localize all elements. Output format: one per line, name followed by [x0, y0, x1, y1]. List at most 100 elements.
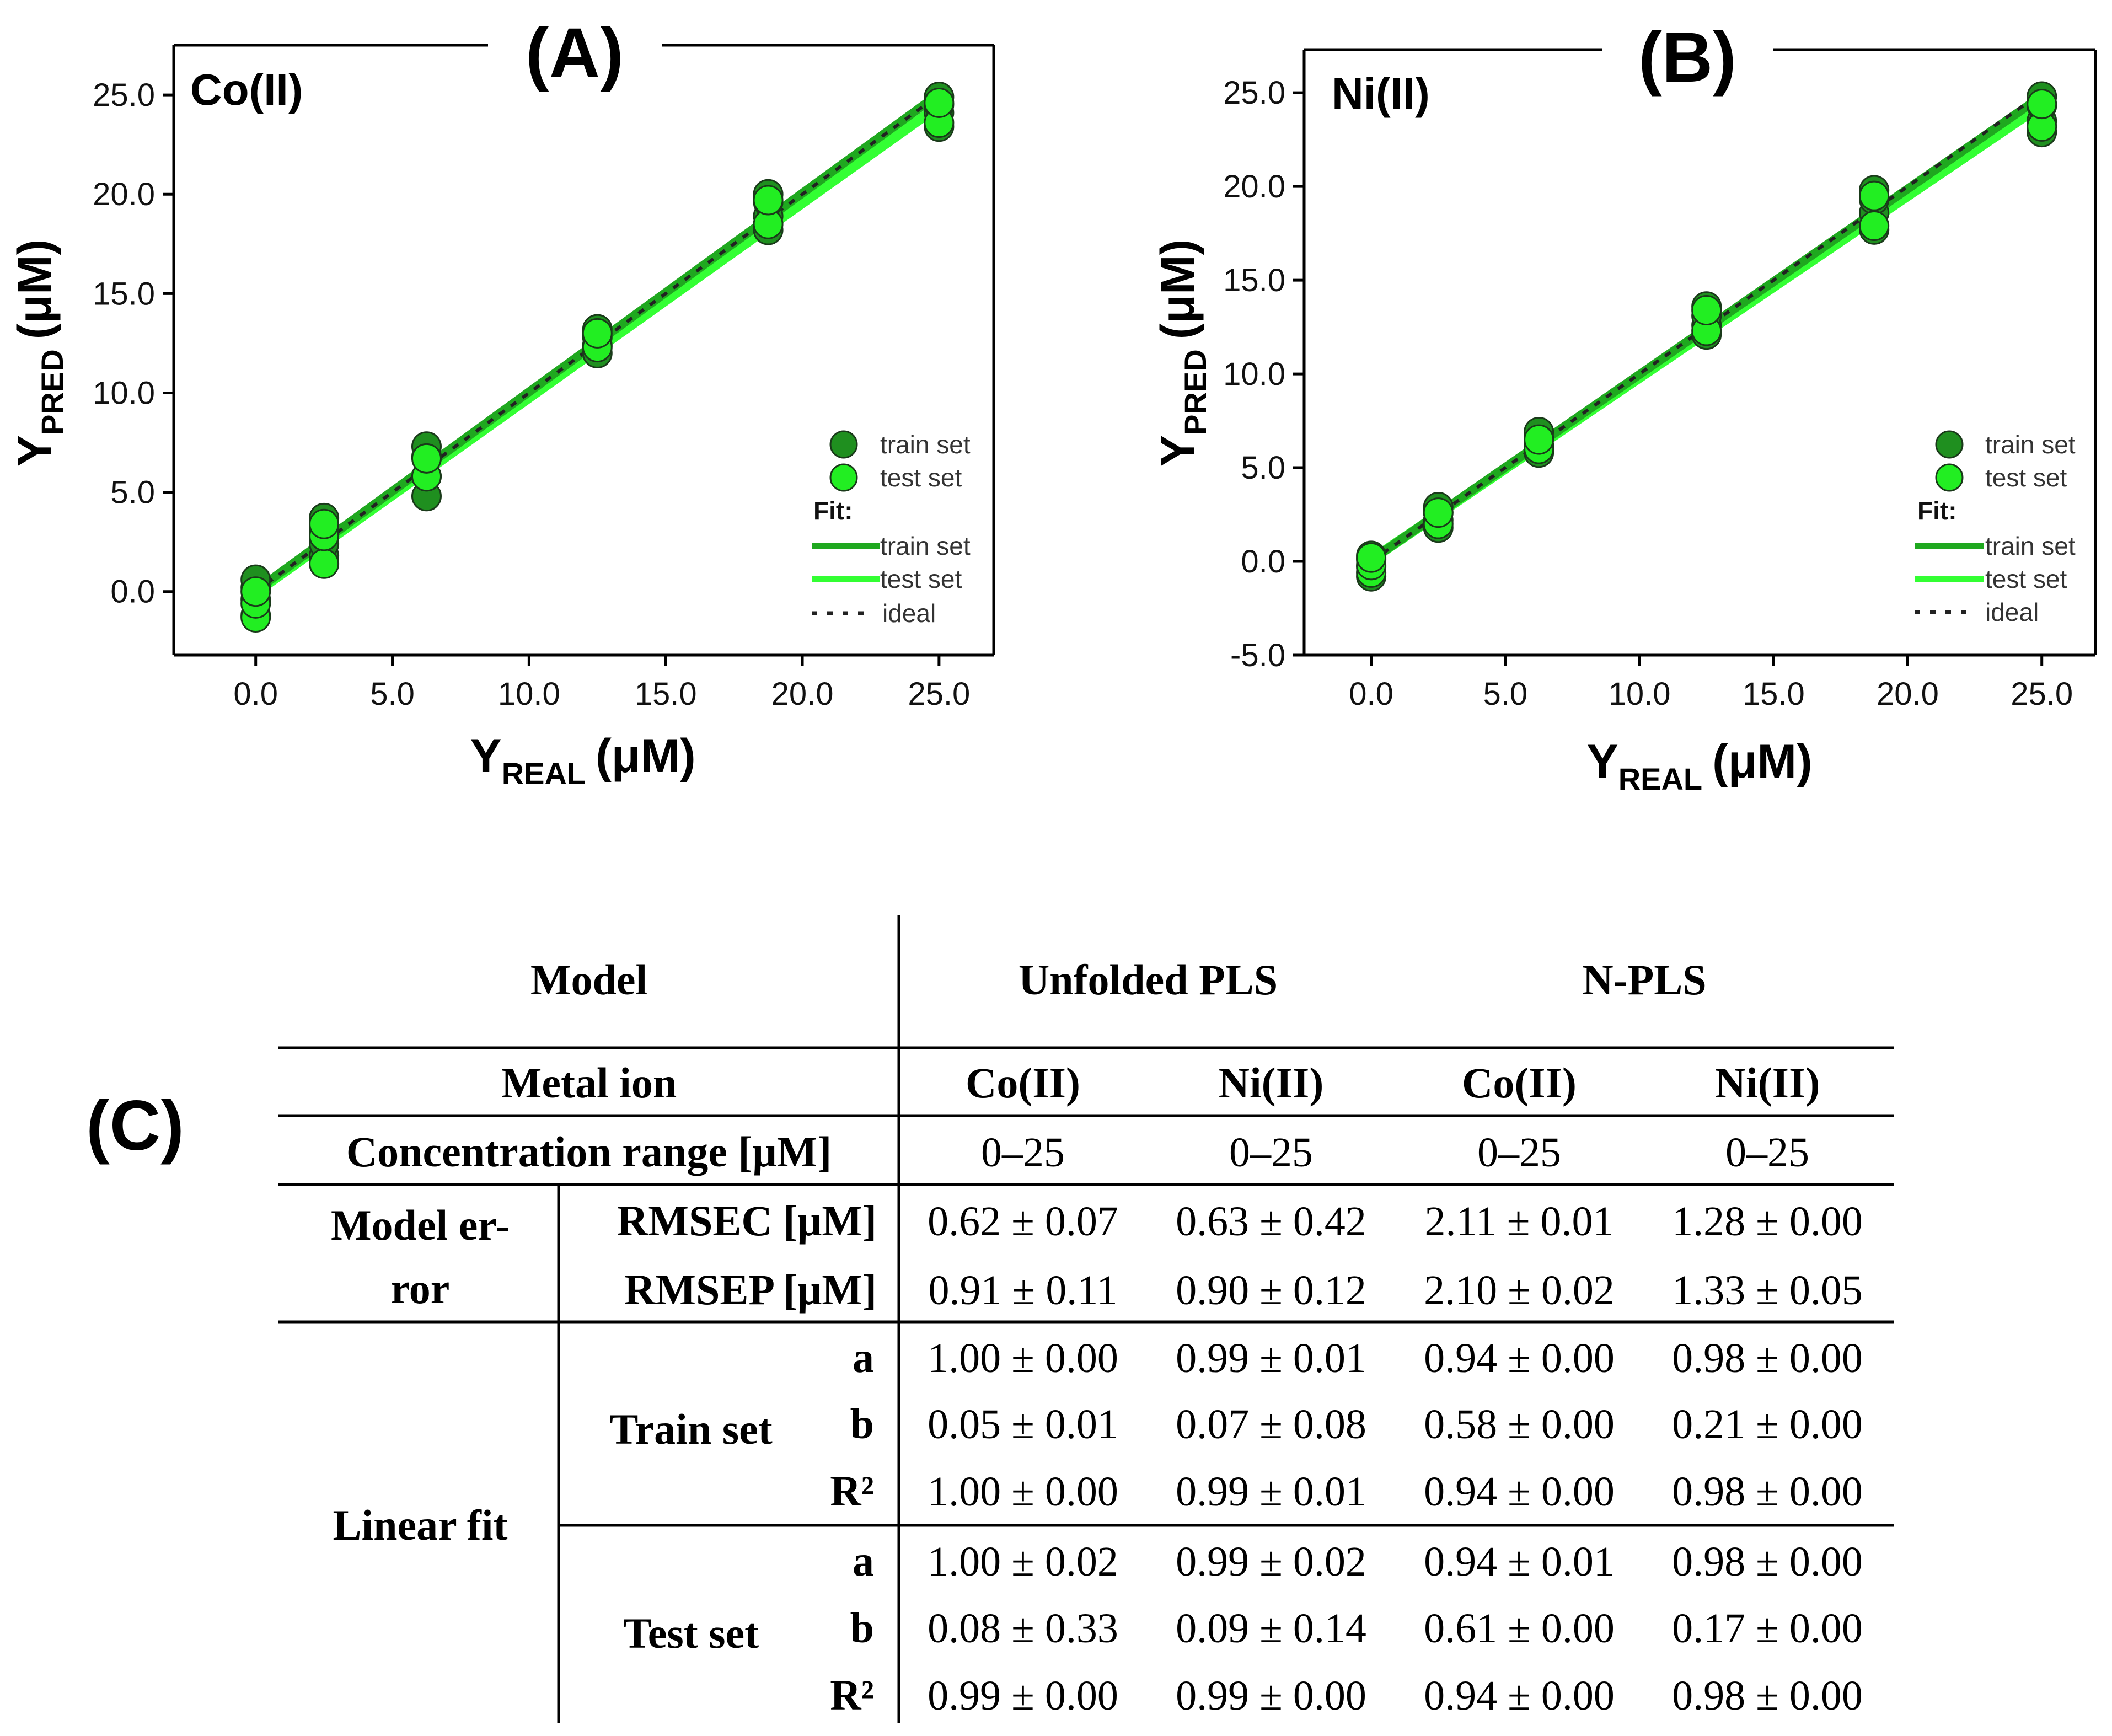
panel-a-xlabel-sub: REAL — [502, 756, 586, 791]
panel-a-x-ticks: 0.0 5.0 10.0 15.0 20.0 25.0 — [233, 655, 970, 712]
table-metal-col: Ni(II) — [1219, 1059, 1324, 1107]
table-cell: 0.94 ± 0.00 — [1424, 1673, 1615, 1719]
panel-b-legend-test: test set — [1985, 463, 2067, 492]
y-tick-label: 20.0 — [93, 176, 155, 212]
y-tick-label: 15.0 — [1223, 262, 1285, 298]
panel-b-title: Ni(II) — [1332, 69, 1430, 118]
y-tick-label: 5.0 — [110, 475, 155, 511]
panel-a-legend-ideal: ideal — [882, 599, 936, 628]
panel-b-x-ticks: 0.0 5.0 10.0 15.0 20.0 25.0 — [1349, 655, 2073, 712]
table-conc-col: 0–25 — [1229, 1129, 1313, 1176]
y-tick-label: 0.0 — [1241, 544, 1285, 580]
panel-b-legend-fit-test: test set — [1985, 565, 2067, 593]
table-model-error-label-1: Model er- — [331, 1201, 510, 1249]
x-tick-label: 0.0 — [233, 676, 278, 712]
table-error-row-label: RMSEC [μM] — [617, 1197, 877, 1245]
panel-a-ylabel-unit: (μM) — [8, 239, 61, 340]
x-tick-label: 20.0 — [1877, 676, 1939, 712]
table-conc-col: 0–25 — [981, 1129, 1065, 1176]
table-cell: 0.05 ± 0.01 — [928, 1401, 1118, 1448]
table-cell: 0.98 ± 0.00 — [1672, 1335, 1863, 1381]
table-linear-fit-label: Linear fit — [333, 1501, 507, 1549]
table-linear-fit-rows: Train set a 1.00 ± 0.00 0.99 ± 0.01 0.94 ± 0… — [609, 1333, 1863, 1719]
table-cell: 1.28 ± 0.00 — [1672, 1198, 1863, 1245]
table-cell: 0.98 ± 0.00 — [1672, 1469, 1863, 1515]
table-header-npls: N-PLS — [1582, 956, 1706, 1004]
panel-a: 0.0 5.0 10.0 15.0 20.0 25.0 0.0 5.0 10.0 15.0 20.… — [8, 14, 995, 791]
y-tick-label: 5.0 — [1241, 450, 1285, 486]
table-cell: 0.63 ± 0.42 — [1176, 1198, 1366, 1245]
panel-b-xlabel-sub: REAL — [1618, 762, 1702, 796]
panel-a-ylabel-main: Y — [8, 435, 61, 467]
table-cell: 0.99 ± 0.01 — [1176, 1469, 1366, 1515]
table-metal-col: Co(II) — [1462, 1059, 1577, 1107]
y-tick-label: 0.0 — [110, 574, 155, 610]
table-error-row-label: RMSEP [μM] — [624, 1266, 877, 1314]
table-cell: 0.99 ± 0.02 — [1176, 1539, 1366, 1585]
test-point — [240, 576, 271, 607]
table-cell: 2.10 ± 0.02 — [1424, 1267, 1615, 1314]
panel-a-points — [240, 82, 955, 633]
table-model-error-rows: RMSEC [μM] 0.62 ± 0.07 0.63 ± 0.42 2.11 ± 0… — [617, 1197, 1863, 1314]
panel-b-plot-frame — [1302, 48, 2097, 657]
table-conc-col: 0–25 — [1477, 1129, 1561, 1176]
table-header-model: Model — [530, 956, 647, 1004]
test-point — [1524, 424, 1554, 455]
table-cell: 0.07 ± 0.08 — [1176, 1401, 1366, 1448]
panel-b-xlabel-unit: (μM) — [1712, 735, 1813, 788]
panel-b-legend-fit-title: Fit: — [1917, 496, 1957, 525]
panel-b-ylabel: YPRED (μM) — [1151, 239, 1213, 467]
x-tick-label: 5.0 — [370, 676, 415, 712]
test-point — [1356, 542, 1387, 573]
x-tick-label: 25.0 — [2011, 676, 2073, 712]
panel-a-legend-train-marker — [829, 430, 858, 459]
table-cell: 0.94 ± 0.00 — [1424, 1335, 1615, 1381]
test-point — [1859, 180, 1890, 211]
y-tick-label: 20.0 — [1223, 169, 1285, 205]
x-tick-label: 10.0 — [1609, 676, 1671, 712]
panel-b-y-ticks: -5.0 0.0 5.0 10.0 15.0 20.0 25.0 — [1223, 75, 1304, 673]
panel-a-title: Co(II) — [190, 65, 303, 114]
panel-c-table: (C) Model Unfolded PLS N-PLS Metal ion C… — [86, 915, 1894, 1723]
panel-a-legend-test-marker — [829, 463, 858, 492]
panel-a-xlabel-main: Y — [470, 730, 501, 783]
table-cell: 0.90 ± 0.12 — [1176, 1267, 1366, 1314]
table-cell: 0.08 ± 0.33 — [928, 1605, 1118, 1652]
panel-b-ylabel-main: Y — [1151, 435, 1204, 467]
panel-b-xlabel-main: Y — [1586, 735, 1618, 788]
panel-a-ylabel-sub: PRED — [35, 349, 69, 435]
table-cell: 0.99 ± 0.00 — [928, 1673, 1118, 1719]
panel-a-legend-fit-title: Fit: — [813, 496, 853, 525]
table-cell: 1.00 ± 0.00 — [928, 1335, 1118, 1381]
table-metal-col: Ni(II) — [1715, 1059, 1820, 1107]
x-tick-label: 15.0 — [1743, 676, 1805, 712]
panel-a-xlabel: YREAL (μM) — [470, 730, 695, 791]
y-tick-label: 10.0 — [93, 375, 155, 411]
panel-a-y-ticks: 0.0 5.0 10.0 15.0 20.0 25.0 — [93, 77, 174, 610]
test-point — [753, 185, 784, 216]
table-rules — [278, 915, 1894, 1723]
panel-a-label: (A) — [526, 14, 624, 93]
table-cell: 0.98 ± 0.00 — [1672, 1539, 1863, 1585]
table-fit-param-label: b — [850, 1400, 874, 1448]
test-point — [924, 87, 955, 118]
y-tick-label: 10.0 — [1223, 356, 1285, 392]
panel-a-ylabel: YPRED (μM) — [8, 239, 69, 467]
panel-a-legend-test: test set — [880, 463, 962, 492]
table-fit-param-label: R² — [830, 1671, 874, 1719]
table-cell: 0.98 ± 0.00 — [1672, 1673, 1863, 1719]
panel-b: -5.0 0.0 5.0 10.0 15.0 20.0 25.0 0.0 5.0 10.0 15.… — [1151, 18, 2097, 796]
y-tick-label: -5.0 — [1230, 637, 1285, 673]
panel-b-ylabel-sub: PRED — [1178, 349, 1213, 435]
table-cell: 2.11 ± 0.01 — [1425, 1198, 1614, 1245]
table-cell: 0.58 ± 0.00 — [1424, 1401, 1615, 1448]
test-point — [411, 443, 442, 474]
y-tick-label: 25.0 — [1223, 75, 1285, 111]
table-fit-group-label: Test set — [623, 1609, 759, 1657]
y-tick-label: 15.0 — [93, 276, 155, 312]
panel-a-legend-fit-train: train set — [880, 532, 971, 560]
table-cell: 0.62 ± 0.07 — [928, 1198, 1118, 1245]
panel-a-legend: train set test set Fit: train set test s… — [812, 430, 971, 628]
x-tick-label: 20.0 — [771, 676, 834, 712]
